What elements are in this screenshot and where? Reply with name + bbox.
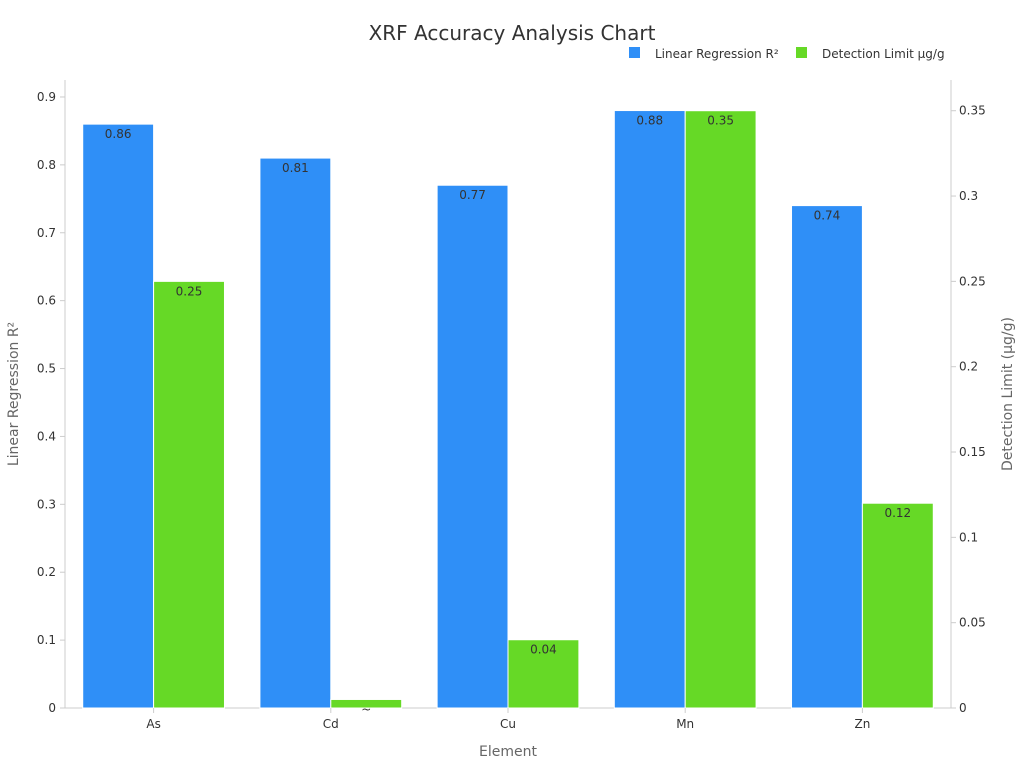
data-label-r2-zn: 0.74 [814, 209, 841, 223]
data-label-detection-limit-cu: 0.04 [530, 643, 557, 657]
y2-tick-label-0-1: 0.1 [959, 530, 978, 544]
legend-swatch-detection-limit [796, 47, 807, 58]
bar-r2-cd [259, 157, 332, 709]
data-label-detection-limit-as: 0.25 [176, 284, 203, 298]
bar-r2-mn [613, 110, 686, 709]
y-tick-label-0-8: 0.8 [37, 158, 56, 172]
data-label-r2-cd: 0.81 [282, 161, 309, 175]
right-axis-ticks: 0 0.05 0.1 0.15 0.2 0.25 0.3 0.35 [951, 104, 986, 715]
y2-tick-label-0-05: 0.05 [959, 616, 986, 630]
bar-r2-as [82, 123, 155, 709]
x-axis-title: Element [479, 744, 537, 760]
y-tick-label-0-1: 0.1 [37, 633, 56, 647]
bar-detection-limit-cd [330, 698, 403, 709]
y-tick-label-0-6: 0.6 [37, 294, 56, 308]
y-tick-label-0-4: 0.4 [37, 429, 56, 443]
bar-r2-zn [791, 205, 863, 709]
y-tick-label-0-7: 0.7 [37, 226, 56, 240]
x-tick-label-as: As [146, 717, 160, 731]
y-tick-label-0-9: 0.9 [37, 90, 56, 104]
right-axis-title: Detection Limit (μg/g) [1000, 317, 1016, 471]
y2-tick-label-0-35: 0.35 [959, 104, 986, 118]
y2-tick-label-0-2: 0.2 [959, 360, 978, 374]
legend-label-detection-limit: Detection Limit μg/g [822, 47, 945, 61]
x-axis-ticks: As Cd Cu Mn Zn [146, 708, 870, 731]
bars-group: 0.86 0.25 0.81 ~0.77 0.04 0.88 0.35 0.74 0.12 [82, 110, 934, 716]
x-tick-label-cu: Cu [500, 717, 516, 731]
data-label-r2-cu: 0.77 [459, 188, 486, 202]
y-tick-label-0-2: 0.2 [37, 565, 56, 579]
bar-detection-limit-as [153, 280, 225, 709]
x-tick-label-cd: Cd [323, 717, 339, 731]
bar-detection-limit-cu [507, 639, 580, 709]
data-label-detection-limit-mn: 0.35 [707, 114, 734, 128]
y2-tick-label-0-3: 0.3 [959, 189, 978, 203]
legend-label-r2: Linear Regression R² [655, 47, 779, 61]
x-tick-label-mn: Mn [676, 717, 694, 731]
x-tick-label-zn: Zn [854, 717, 870, 731]
y2-tick-label-0-15: 0.15 [959, 445, 986, 459]
bar-detection-limit-mn [684, 110, 757, 709]
bar-detection-limit-zn [861, 502, 934, 709]
left-axis-ticks: 0 0.1 0.2 0.3 0.4 0.5 0.6 0.7 0.8 0.9 [37, 90, 65, 715]
y2-tick-label-0-25: 0.25 [959, 274, 986, 288]
chart-title: XRF Accuracy Analysis Chart [369, 21, 656, 45]
y2-tick-label-0: 0 [959, 701, 967, 715]
data-label-detection-limit-zn: 0.12 [884, 506, 911, 520]
left-axis-title: Linear Regression R² [6, 322, 22, 466]
y-tick-label-0-3: 0.3 [37, 497, 56, 511]
data-label-r2-mn: 0.88 [636, 114, 663, 128]
y-tick-label-0: 0 [48, 701, 56, 715]
data-label-r2-as: 0.86 [105, 127, 132, 141]
data-label-detection-limit-cd: ~ [361, 702, 371, 716]
legend-swatch-r2 [629, 47, 640, 58]
legend: Linear Regression R² Detection Limit μg/… [629, 47, 945, 61]
y-tick-label-0-5: 0.5 [37, 362, 56, 376]
bar-r2-cu [436, 184, 509, 709]
